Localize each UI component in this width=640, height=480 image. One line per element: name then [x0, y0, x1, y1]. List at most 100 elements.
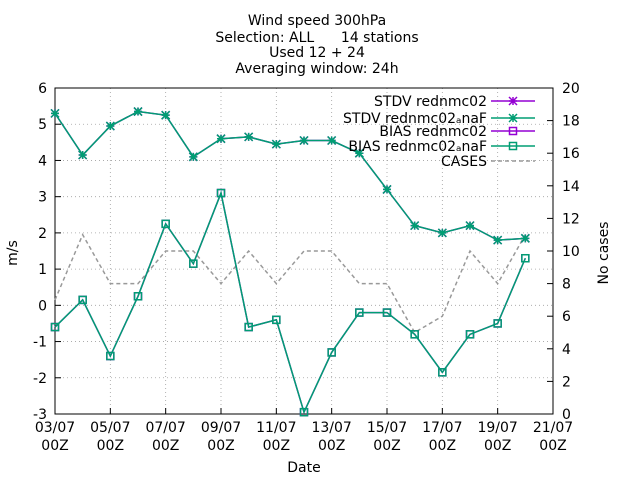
data-point: [244, 322, 253, 332]
x-axis-title: Date: [287, 460, 320, 476]
data-point: [50, 322, 60, 332]
data-point: [161, 110, 171, 120]
legend-marker: [508, 96, 518, 106]
series-line: [54, 110, 526, 241]
series-line: [54, 190, 527, 415]
x-tick-label: 15/07: [367, 420, 407, 436]
data-point: [438, 368, 447, 377]
x-tick-label: 09/07: [201, 420, 241, 436]
x-tick-label-time: 00Z: [263, 438, 290, 454]
y-tick-label: 0: [38, 298, 47, 314]
series-4: [54, 233, 526, 334]
x-tick-label-time: 00Z: [207, 438, 234, 454]
data-point: [105, 121, 115, 131]
data-point: [410, 221, 420, 231]
data-point: [521, 253, 530, 263]
legend-label: BIAS rednmc02ₐnaF: [348, 139, 487, 155]
data-point: [78, 295, 87, 305]
y2-tick-label: 12: [562, 211, 580, 227]
y-tick-label: -3: [33, 407, 47, 423]
data-point: [244, 132, 254, 142]
title-line-4: Averaging window: 24h: [235, 61, 398, 77]
y2-tick-label: 6: [562, 309, 571, 325]
x-tick-label: 21/07: [533, 420, 573, 436]
series-layer: [50, 107, 530, 417]
data-point: [327, 348, 336, 357]
data-point: [50, 108, 60, 118]
y2-tick-label: 18: [562, 114, 580, 130]
title-line-1: Wind speed 300hPa: [248, 13, 386, 29]
y-tick-label: 4: [38, 153, 47, 169]
data-point: [189, 259, 198, 268]
data-point: [78, 150, 88, 160]
data-point: [493, 235, 503, 245]
y2-tick-label: 10: [562, 244, 580, 260]
data-point: [382, 308, 392, 317]
data-point: [216, 134, 226, 144]
y-axis-title: m/s: [5, 240, 21, 266]
x-tick-label-time: 00Z: [41, 438, 68, 454]
axes: -3-2-101234560246810121416182003/0700Z05…: [33, 81, 580, 454]
data-point: [354, 148, 364, 158]
y-tick-label: -1: [33, 335, 47, 351]
y-tick-label: 6: [38, 81, 47, 97]
data-point: [465, 221, 475, 231]
series-1: [50, 107, 530, 245]
data-point: [327, 135, 337, 146]
y2-tick-label: 20: [562, 81, 580, 97]
legend-label: STDV rednmc02: [374, 94, 487, 110]
data-point: [188, 152, 198, 162]
data-point: [465, 330, 475, 339]
title-line-3: Used 12 + 24: [269, 45, 365, 61]
y2-tick-label: 2: [562, 374, 571, 390]
x-tick-label-time: 00Z: [318, 438, 345, 454]
y-tick-label: 5: [38, 117, 47, 133]
data-point: [161, 219, 170, 229]
data-point: [133, 292, 143, 301]
x-tick-label: 07/07: [145, 420, 185, 436]
x-tick-label: 03/07: [35, 420, 75, 436]
series-line: [54, 233, 526, 334]
x-tick-label-time: 00Z: [373, 438, 400, 454]
data-point: [437, 228, 447, 238]
y-tick-label: 1: [38, 262, 47, 278]
y2-tick-label: 14: [562, 179, 580, 195]
y2-tick-label: 8: [562, 277, 571, 293]
x-tick-label: 13/07: [311, 420, 351, 436]
data-point: [216, 188, 226, 198]
data-point: [133, 107, 143, 117]
data-point: [355, 308, 364, 317]
series-2: [50, 188, 530, 417]
x-tick-label-time: 00Z: [484, 438, 511, 454]
y2-tick-label: 16: [562, 146, 580, 162]
legend-marker: [508, 113, 518, 123]
x-tick-label: 11/07: [256, 420, 296, 436]
data-point: [382, 184, 392, 194]
x-tick-label-time: 00Z: [152, 438, 179, 454]
legend-label: STDV rednmc02ₐnaF: [343, 111, 487, 127]
x-tick-label: 17/07: [422, 420, 462, 436]
data-point: [493, 319, 502, 328]
data-point: [410, 330, 419, 339]
data-point: [299, 407, 309, 417]
series-line: [54, 190, 527, 415]
plot-frame: [54, 87, 554, 415]
y2-axis-title: No cases: [596, 222, 612, 285]
x-tick-label: 05/07: [90, 420, 130, 436]
chart-title: Wind speed 300hPa Selection: ALL 14 stat…: [215, 13, 418, 77]
data-point: [299, 135, 309, 146]
legend-marker: [508, 141, 518, 151]
grid: [55, 88, 553, 414]
legend-label: BIAS rednmc02: [379, 124, 487, 140]
y-tick-label: 3: [38, 190, 47, 206]
y-tick-label: -2: [33, 371, 47, 387]
series-3: [50, 188, 530, 417]
data-point: [272, 315, 281, 325]
legend-label: CASES: [441, 154, 487, 170]
x-tick-label: 19/07: [477, 420, 517, 436]
title-line-2: Selection: ALL 14 stations: [215, 30, 418, 46]
x-tick-label-time: 00Z: [539, 438, 566, 454]
data-point: [106, 351, 115, 361]
